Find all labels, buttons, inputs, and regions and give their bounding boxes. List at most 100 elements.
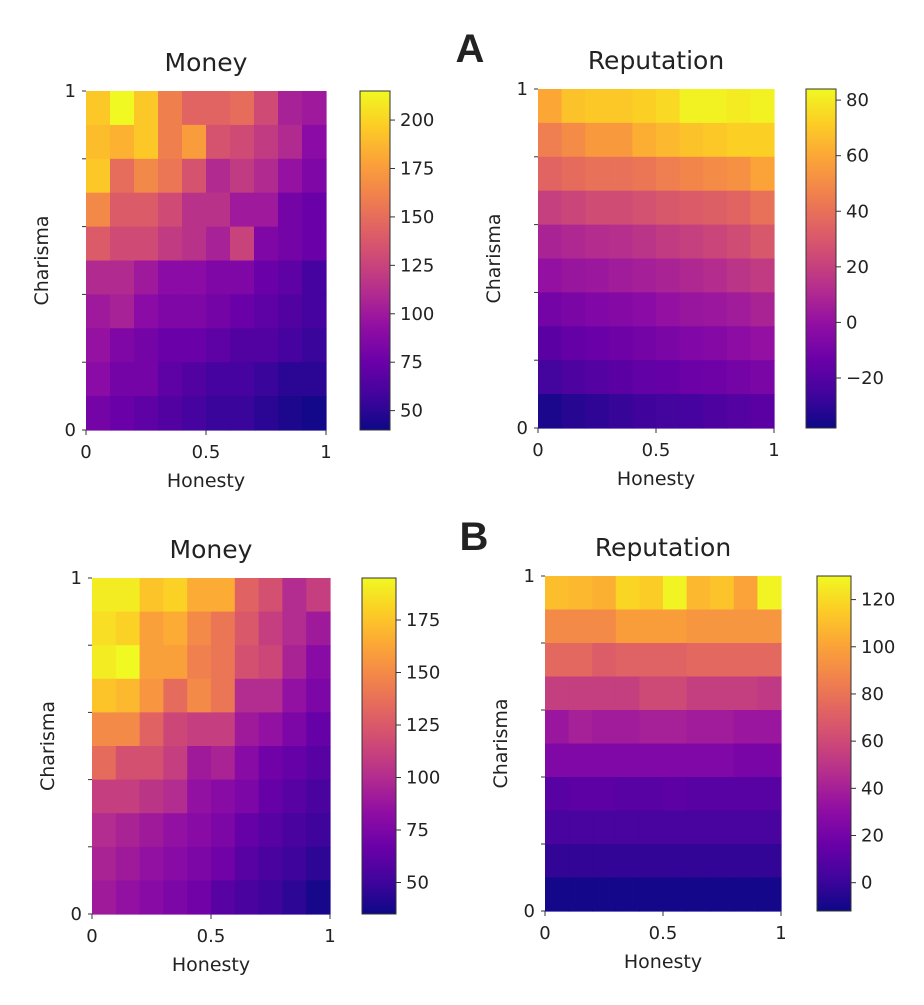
heatmap-cell <box>663 810 688 845</box>
heatmap-cell <box>703 224 728 260</box>
heatmap-cell <box>757 609 782 644</box>
heatmap-cell <box>306 678 331 713</box>
heatmap-cell <box>306 645 331 680</box>
colorbar-tick-label: 60 <box>846 146 869 167</box>
heatmap-cell <box>182 91 207 126</box>
heatmap-cell <box>757 643 782 678</box>
heatmap-cell <box>592 810 617 845</box>
heatmap-cell <box>639 710 664 745</box>
heatmap-cell <box>733 676 758 711</box>
heatmap-cell <box>139 611 164 646</box>
heatmap-cell <box>639 609 664 644</box>
heatmap-cell <box>615 609 640 644</box>
heatmap-cell <box>306 746 331 781</box>
heatmap-cell <box>679 292 704 327</box>
heatmap-cell <box>234 779 260 814</box>
heatmap-cell <box>703 292 728 327</box>
heatmap-cell <box>750 190 775 226</box>
heatmap-cell <box>679 89 704 124</box>
colorbar-tick-label: 75 <box>400 352 423 373</box>
heatmap-cell <box>158 294 183 329</box>
colorbar-tick-label: −20 <box>846 368 884 389</box>
heatmap-cell <box>258 813 283 848</box>
heatmap-cell <box>632 394 657 429</box>
heatmap-cell <box>302 328 327 363</box>
heatmap-cell <box>585 394 610 429</box>
heatmap-cell <box>585 360 610 395</box>
heatmap-cell <box>278 158 303 194</box>
heatmap-cell <box>686 844 711 879</box>
heatmap-cell <box>656 190 681 226</box>
heatmap-cell <box>726 360 751 395</box>
heatmap-cell <box>182 362 207 397</box>
heatmap-cell <box>639 877 664 912</box>
heatmap-cell <box>211 846 236 881</box>
heatmap-cell <box>632 292 657 327</box>
heatmap-cell <box>726 190 751 226</box>
heatmap-cell <box>258 846 283 881</box>
heatmap-cell <box>206 294 231 329</box>
y-tick-label: 1 <box>524 566 535 587</box>
heatmap-cell <box>115 779 141 814</box>
heatmap-cell <box>211 645 236 680</box>
y-tick-label: 0 <box>517 418 528 439</box>
heatmap-cell <box>282 678 307 713</box>
heatmap-cell <box>254 158 279 194</box>
heatmap-cell <box>139 880 164 915</box>
heatmap-cell <box>538 156 563 192</box>
colorbar <box>805 88 837 429</box>
heatmap-cell <box>656 122 681 158</box>
heatmap-cell <box>234 611 260 646</box>
heatmap-cell <box>163 846 188 881</box>
heatmap-cell <box>663 877 688 912</box>
heatmap-cell <box>703 156 728 192</box>
heatmap-cell <box>110 396 135 431</box>
heatmap-cell <box>206 192 231 228</box>
x-axis-label: Honesty <box>617 468 695 490</box>
heatmap-cell <box>679 360 704 395</box>
heatmap-cell <box>750 326 775 361</box>
heatmap-cell <box>306 880 331 915</box>
heatmap-cell <box>538 258 563 293</box>
heatmap-cell <box>230 226 255 262</box>
heatmap-cell <box>234 712 260 747</box>
heatmap-cell <box>750 224 775 260</box>
heatmap-cell <box>538 190 563 226</box>
heatmap-cell <box>686 743 711 778</box>
heatmap-cell <box>306 846 331 881</box>
heatmap-cell <box>726 292 751 327</box>
heatmap-cell <box>710 676 735 711</box>
heatmap-cell <box>679 394 704 429</box>
heatmap-cell <box>278 260 303 295</box>
heatmap-cell <box>710 710 735 745</box>
heatmap-cell <box>139 813 164 848</box>
heatmap-cell <box>639 844 664 879</box>
heatmap-cell <box>163 645 188 680</box>
heatmap-cell <box>278 328 303 363</box>
heatmap-cell <box>663 844 688 879</box>
heatmap-cell <box>733 576 758 611</box>
heatmap-cell <box>726 122 751 158</box>
heatmap-cell <box>92 645 117 680</box>
heatmap-cell <box>726 394 751 429</box>
heatmap-cell <box>561 360 586 395</box>
heatmap-cell <box>608 326 633 361</box>
heatmap-cell <box>656 394 681 429</box>
heatmap-cell <box>234 880 260 915</box>
colorbar-tick-label: 175 <box>400 158 434 179</box>
heatmap-cell <box>86 260 111 295</box>
heatmap-cell <box>92 846 117 881</box>
heatmap-cell <box>92 611 117 646</box>
heatmap-cell <box>282 611 307 646</box>
y-tick-label: 0 <box>65 420 76 441</box>
heatmap-cell <box>608 190 633 226</box>
colorbar-tick-label: 100 <box>861 637 895 658</box>
panel-label-b: B <box>460 515 489 559</box>
heatmap-cell <box>278 294 303 329</box>
heatmap-cell <box>615 643 640 678</box>
y-tick-label: 1 <box>65 81 76 102</box>
colorbar <box>816 575 852 912</box>
heatmap-cell <box>656 89 681 124</box>
x-tick-label: 0.5 <box>197 926 226 947</box>
